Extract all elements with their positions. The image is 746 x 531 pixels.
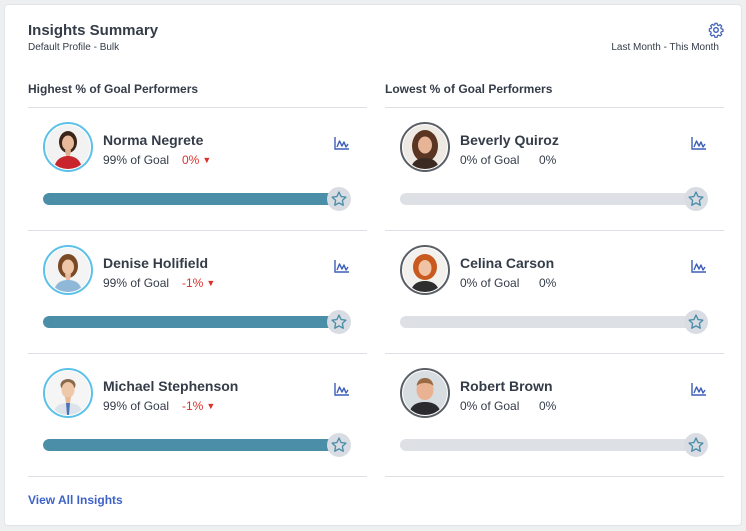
- performer-name: Michael Stephenson: [103, 378, 239, 394]
- line-chart-icon[interactable]: [334, 382, 350, 396]
- favorite-button[interactable]: [684, 187, 708, 211]
- performer-name: Norma Negrete: [103, 132, 204, 148]
- card-title: Insights Summary: [28, 22, 159, 39]
- star-icon: [688, 191, 704, 206]
- star-icon: [331, 314, 347, 329]
- triangle-down-icon: ▼: [206, 278, 216, 288]
- triangle-down-icon: ▼: [202, 155, 212, 165]
- goal-change-value: -1%: [182, 399, 204, 413]
- view-all-insights-link[interactable]: View All Insights: [28, 493, 123, 507]
- gear-icon[interactable]: [708, 22, 724, 38]
- goal-progress-fill: [43, 439, 333, 451]
- avatar[interactable]: [400, 122, 450, 172]
- line-chart-icon[interactable]: [691, 136, 707, 150]
- goal-percent: 0% of Goal: [460, 399, 520, 413]
- performer-row: Michael Stephenson 99% of Goal -1% ▼: [28, 354, 367, 477]
- lowest-performers-heading: Lowest % of Goal Performers: [385, 81, 724, 108]
- avatar[interactable]: [43, 122, 93, 172]
- goal-progress-bar: [43, 439, 333, 451]
- avatar[interactable]: [400, 245, 450, 295]
- line-chart-icon[interactable]: [334, 259, 350, 273]
- performer-row: Beverly Quiroz 0% of Goal 0%: [385, 108, 724, 231]
- line-chart-icon[interactable]: [334, 136, 350, 150]
- goal-progress-bar: [400, 316, 690, 328]
- avatar[interactable]: [43, 368, 93, 418]
- goal-percent: 99% of Goal: [103, 399, 170, 413]
- star-icon: [331, 191, 347, 206]
- date-range-label: Last Month - This Month: [611, 42, 719, 53]
- profile-label: Default Profile - Bulk: [28, 42, 120, 53]
- goal-progress-fill: [43, 316, 333, 328]
- goal-change: 0% ▼: [182, 153, 211, 167]
- goal-percent: 99% of Goal: [103, 276, 170, 290]
- goal-change-value: 0%: [539, 399, 557, 413]
- star-icon: [331, 437, 347, 452]
- goal-progress-bar: [400, 439, 690, 451]
- goal-percent: 0% of Goal: [460, 153, 520, 167]
- highest-performers-heading: Highest % of Goal Performers: [28, 81, 367, 108]
- insights-summary-card: Insights Summary Default Profile - Bulk …: [4, 4, 742, 526]
- goal-change-value: 0%: [182, 153, 200, 167]
- goal-progress-fill: [43, 193, 333, 205]
- line-chart-icon[interactable]: [691, 259, 707, 273]
- star-icon: [688, 314, 704, 329]
- performer-row: Norma Negrete 99% of Goal 0% ▼: [28, 108, 367, 231]
- goal-change: -1% ▼: [182, 276, 215, 290]
- favorite-button[interactable]: [327, 187, 351, 211]
- goal-change: -1% ▼: [182, 399, 215, 413]
- performer-row: Denise Holifield 99% of Goal -1% ▼: [28, 231, 367, 354]
- goal-change: 0%: [539, 276, 556, 290]
- goal-progress-bar: [400, 193, 690, 205]
- performer-name: Robert Brown: [460, 378, 553, 394]
- lowest-performers-column: Lowest % of Goal Performers Beverly Quir…: [385, 81, 724, 477]
- performer-name: Celina Carson: [460, 255, 555, 271]
- favorite-button[interactable]: [684, 310, 708, 334]
- goal-progress-bar: [43, 316, 333, 328]
- star-icon: [688, 437, 704, 452]
- performer-name: Beverly Quiroz: [460, 132, 559, 148]
- goal-progress-bar: [43, 193, 333, 205]
- highest-performers-column: Highest % of Goal Performers Norma Negre…: [28, 81, 367, 477]
- favorite-button[interactable]: [327, 433, 351, 457]
- avatar[interactable]: [43, 245, 93, 295]
- goal-percent: 0% of Goal: [460, 276, 520, 290]
- line-chart-icon[interactable]: [691, 382, 707, 396]
- performer-row: Celina Carson 0% of Goal 0%: [385, 231, 724, 354]
- favorite-button[interactable]: [327, 310, 351, 334]
- goal-change: 0%: [539, 153, 556, 167]
- performer-row: Robert Brown 0% of Goal 0%: [385, 354, 724, 477]
- favorite-button[interactable]: [684, 433, 708, 457]
- avatar[interactable]: [400, 368, 450, 418]
- goal-change-value: 0%: [539, 276, 557, 290]
- goal-percent: 99% of Goal: [103, 153, 170, 167]
- performer-name: Denise Holifield: [103, 255, 209, 271]
- goal-change-value: -1%: [182, 276, 204, 290]
- goal-change: 0%: [539, 399, 556, 413]
- goal-change-value: 0%: [539, 153, 557, 167]
- triangle-down-icon: ▼: [206, 401, 216, 411]
